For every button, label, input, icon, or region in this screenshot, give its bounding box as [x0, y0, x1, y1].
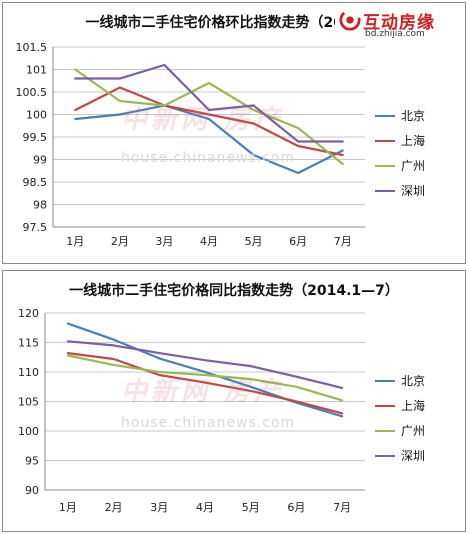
- legend-swatch: [375, 379, 395, 382]
- watermark-url: house.chinanews.com: [121, 415, 296, 431]
- mom-y-tick-label: 99: [33, 154, 47, 167]
- mom-chart-title: 一线城市二手住宅价格环比指数走势（2014: [85, 15, 363, 31]
- mom-series-line-2: [74, 68, 344, 166]
- watermark-cn: 中新网 房产: [121, 105, 285, 135]
- yoy-chart-title: 一线城市二手住宅价格同比指数走势（2014.1—7）: [69, 283, 399, 299]
- mom-y-tick-label: 98.5: [23, 176, 48, 189]
- yoy-y-tick-label: 110: [18, 366, 39, 379]
- legend-label: 上海: [401, 134, 426, 148]
- yoy-y-tick-label: 90: [25, 484, 39, 497]
- legend-label: 深圳: [401, 184, 426, 198]
- yoy-series-line-0: [66, 322, 344, 418]
- legend-item: 广州: [375, 418, 425, 443]
- yoy-x-tick-label: 3月: [150, 501, 168, 514]
- yoy-y-tick-label: 105: [18, 396, 39, 409]
- legend-label: 北京: [401, 374, 426, 388]
- legend-swatch: [375, 429, 395, 432]
- mom-y-tick-label: 101: [26, 64, 47, 77]
- yoy-y-tick-label: 120: [18, 307, 39, 320]
- yoy-x-tick-label: 4月: [196, 501, 214, 514]
- legend-item: 上海: [375, 393, 425, 418]
- yoy-x-tick-label: 5月: [242, 501, 260, 514]
- legend-label: 广州: [401, 424, 426, 438]
- yoy-x-tick-label: 1月: [59, 501, 77, 514]
- mom-series-line-3: [74, 63, 344, 143]
- yoy-y-tick-label: 100: [18, 425, 39, 438]
- mom-x-tick-label: 6月: [289, 235, 307, 248]
- yoy-series-line-1: [66, 351, 344, 415]
- yoy-chart-panel: 90 95 100 105 110 115 120 1月 2月 3月 4月 5月 6月 7月 中新网 房产…: [2, 270, 466, 532]
- mom-x-tick-label: 4月: [200, 235, 218, 248]
- legend-item: 广州: [375, 153, 425, 178]
- legend-swatch: [375, 114, 395, 117]
- legend-swatch: [375, 139, 395, 142]
- yoy-x-tick-label: 6月: [287, 501, 305, 514]
- legend-label: 深圳: [401, 449, 426, 463]
- yoy-series-line-2: [66, 354, 344, 402]
- yoy-line-chart: 90 95 100 105 110 115 120 1月 2月 3月 4月 5月 6月 7月: [18, 307, 365, 514]
- watermark-cn: 中新网 房产: [121, 377, 285, 407]
- mom-y-tick-label: 98: [33, 199, 47, 212]
- mom-y-tick-label: 100.5: [16, 86, 48, 99]
- legend-label: 广州: [401, 159, 426, 173]
- legend-item: 上海: [375, 128, 425, 153]
- yoy-y-tick-label: 95: [25, 455, 39, 468]
- yoy-series-line-3: [66, 340, 344, 390]
- legend-item: 深圳: [375, 178, 425, 203]
- legend-swatch: [375, 164, 395, 167]
- yoy-x-tick-label: 7月: [333, 501, 351, 514]
- mom-y-tick-label: 97.5: [23, 221, 48, 234]
- legend-label: 北京: [401, 109, 426, 123]
- mom-line-chart: 97.5 98 98.5 99 99.5 100 100.5 101 101.5 1月 2月 3月 4月…: [16, 41, 365, 248]
- mom-y-tick-label: 99.5: [23, 131, 48, 144]
- logo-name: 互动房缘: [363, 13, 435, 33]
- mom-x-tick-label: 5月: [245, 235, 263, 248]
- mom-y-tick-label: 100: [26, 109, 47, 122]
- swirl-logo-icon: [339, 9, 361, 31]
- yoy-y-tick-label: 115: [18, 337, 39, 350]
- mom-y-tick-label: 101.5: [16, 41, 48, 54]
- mom-x-tick-label: 1月: [66, 235, 84, 248]
- legend-swatch: [375, 189, 395, 192]
- mom-series-line-0: [74, 104, 344, 175]
- legend-swatch: [375, 454, 395, 457]
- legend-item: 北京: [375, 103, 425, 128]
- mom-x-tick-label: 3月: [155, 235, 173, 248]
- logo-url: bd.zhijia.com: [365, 29, 425, 39]
- legend-swatch: [375, 404, 395, 407]
- mom-legend: 北京 上海 广州 深圳: [375, 103, 425, 203]
- legend-label: 上海: [401, 399, 426, 413]
- yoy-x-tick-label: 2月: [105, 501, 123, 514]
- mom-x-tick-label: 2月: [111, 235, 129, 248]
- mom-x-tick-label: 7月: [334, 235, 352, 248]
- legend-item: 北京: [375, 368, 425, 393]
- legend-item: 深圳: [375, 443, 425, 468]
- mom-chart-panel: 97.5 98 98.5 99 99.5 100 100.5 101 101.5 1月 2月 3月 4月…: [2, 2, 466, 264]
- site-logo[interactable]: 互动房缘 bd.zhijia.com: [335, 3, 465, 43]
- mom-series-line-1: [74, 86, 344, 157]
- yoy-legend: 北京 上海 广州 深圳: [375, 368, 425, 468]
- watermark-url: house.chinanews.com: [121, 150, 296, 166]
